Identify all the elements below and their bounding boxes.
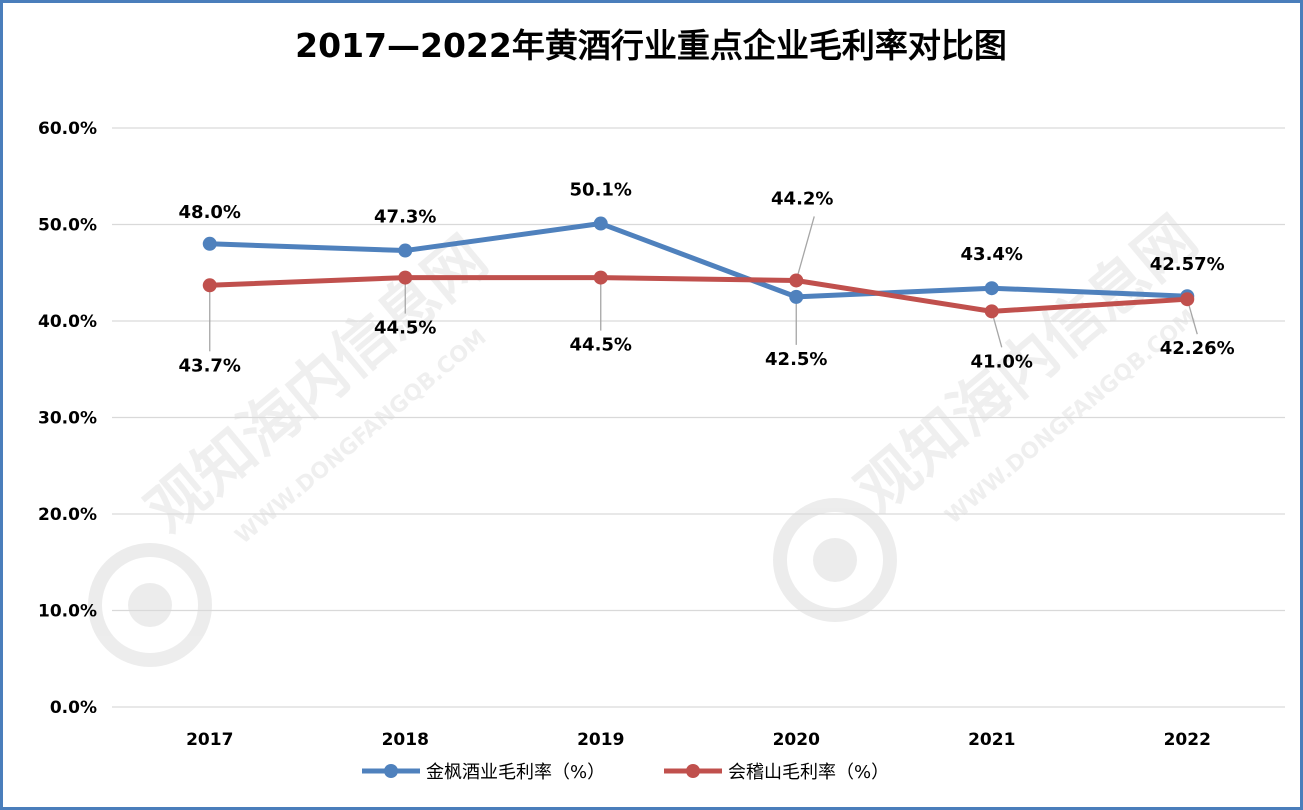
data-point[interactable] bbox=[984, 281, 999, 296]
legend-label: 金枫酒业毛利率（%） bbox=[426, 762, 605, 783]
data-point[interactable] bbox=[202, 278, 217, 293]
data-label: 50.1% bbox=[570, 180, 632, 201]
data-label: 42.26% bbox=[1160, 338, 1235, 359]
legend[interactable]: 金枫酒业毛利率（%） 会稽山毛利率（%） bbox=[362, 762, 889, 783]
legend-marker-icon bbox=[686, 764, 700, 778]
data-point[interactable] bbox=[398, 270, 413, 285]
series-line-1 bbox=[207, 275, 1190, 314]
chart-title: 2017—2022年黄酒行业重点企业毛利率对比图 bbox=[295, 26, 1007, 65]
data-point[interactable] bbox=[984, 304, 999, 319]
y-tick-label: 10.0% bbox=[38, 602, 97, 622]
data-label: 42.57% bbox=[1150, 254, 1225, 275]
data-point[interactable] bbox=[593, 216, 608, 231]
watermark-logo-icon bbox=[773, 498, 897, 622]
data-label: 43.4% bbox=[961, 244, 1023, 265]
data-labels: 48.0% 47.3% 50.1% 42.5% 43.4% 42.57% 43.7% 44.5… bbox=[179, 180, 1235, 377]
data-point[interactable] bbox=[202, 236, 217, 251]
data-point[interactable] bbox=[789, 289, 804, 304]
series-line-0 bbox=[207, 221, 1190, 300]
y-axis-ticks: 0.0% 10.0% 20.0% 30.0% 40.0% 50.0% 60.0% bbox=[38, 119, 97, 718]
data-point[interactable] bbox=[1180, 292, 1195, 307]
data-label: 44.2% bbox=[771, 188, 833, 209]
data-label: 47.3% bbox=[374, 207, 436, 228]
data-label: 48.0% bbox=[179, 202, 241, 223]
y-tick-label: 50.0% bbox=[38, 216, 97, 236]
data-label: 44.5% bbox=[374, 318, 436, 339]
legend-item-1[interactable]: 会稽山毛利率（%） bbox=[664, 762, 889, 783]
x-axis-ticks: 2017 2018 2019 2020 2021 2022 bbox=[186, 730, 1211, 750]
x-tick-label: 2021 bbox=[968, 730, 1015, 750]
watermark-logo-icon bbox=[88, 543, 212, 667]
x-tick-label: 2020 bbox=[773, 730, 820, 750]
series-layer bbox=[202, 216, 1195, 319]
y-tick-label: 30.0% bbox=[38, 409, 97, 429]
data-label: 42.5% bbox=[765, 349, 827, 370]
y-tick-label: 0.0% bbox=[50, 698, 97, 718]
legend-item-0[interactable]: 金枫酒业毛利率（%） bbox=[362, 762, 605, 783]
y-tick-label: 20.0% bbox=[38, 505, 97, 525]
leader-line bbox=[795, 216, 815, 281]
data-label: 43.7% bbox=[179, 355, 241, 376]
y-tick-label: 60.0% bbox=[38, 119, 97, 139]
data-label: 41.0% bbox=[971, 351, 1033, 372]
watermark-brand: 观知海内信息网 bbox=[134, 223, 501, 547]
x-tick-label: 2019 bbox=[577, 730, 624, 750]
x-tick-label: 2018 bbox=[382, 730, 429, 750]
legend-label: 会稽山毛利率（%） bbox=[728, 762, 889, 783]
data-point[interactable] bbox=[398, 243, 413, 258]
y-tick-label: 40.0% bbox=[38, 312, 97, 332]
data-point[interactable] bbox=[593, 270, 608, 285]
data-label: 44.5% bbox=[570, 335, 632, 356]
data-point[interactable] bbox=[789, 273, 804, 288]
legend-marker-icon bbox=[384, 764, 398, 778]
x-tick-label: 2017 bbox=[186, 730, 233, 750]
x-tick-label: 2022 bbox=[1164, 730, 1211, 750]
gridlines bbox=[112, 127, 1285, 708]
